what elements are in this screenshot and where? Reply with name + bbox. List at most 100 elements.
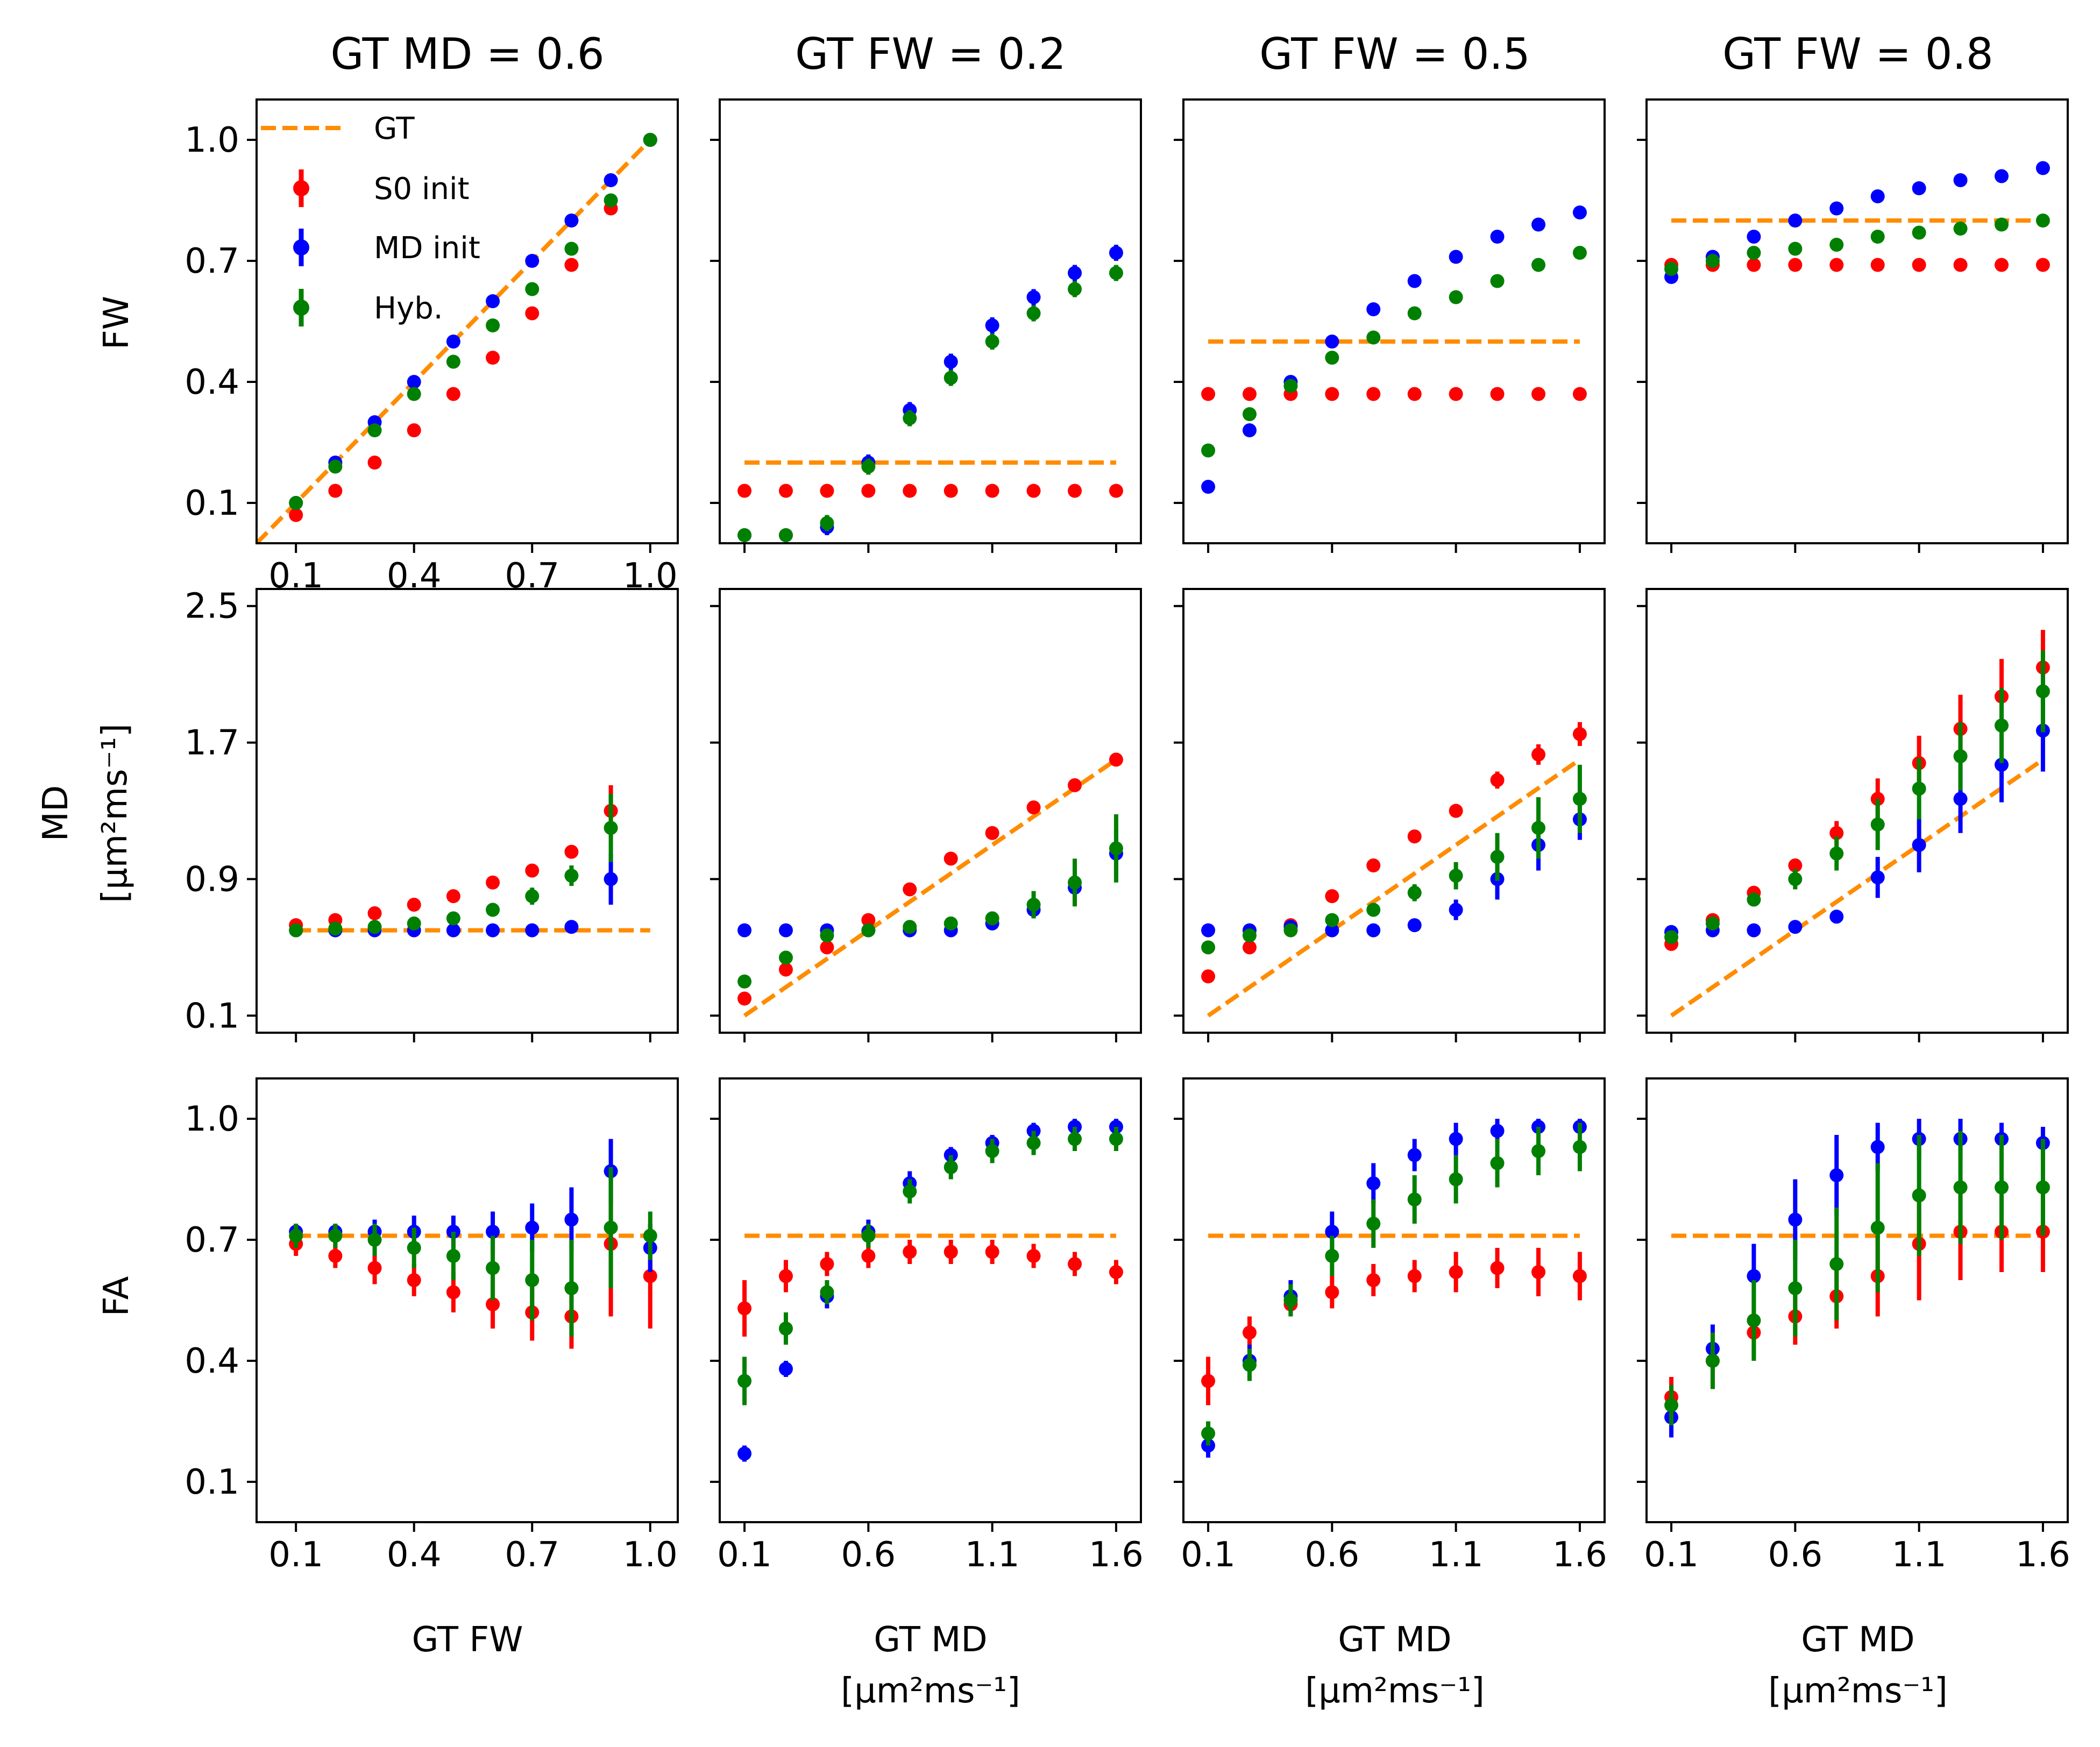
md-init-point-7 [525, 254, 540, 268]
hyb-point-4 [1325, 1249, 1339, 1263]
panel-r1-c3 [1174, 98, 1606, 553]
s0-init-point-6 [1407, 1269, 1422, 1283]
s0-init-point-2 [328, 1249, 343, 1263]
s0-init-point-7 [1449, 1265, 1463, 1279]
md-init-point-6 [1407, 918, 1422, 933]
s0-init-point-4 [1325, 889, 1339, 904]
xlabel-col-3: GT MD [1338, 1620, 1451, 1660]
hyb-point-8 [564, 242, 579, 256]
md-init-point-1 [737, 1446, 752, 1461]
s0-init-point-8 [1490, 773, 1505, 787]
s0-init-point-6 [486, 1297, 500, 1311]
md-init-point-10 [1572, 205, 1587, 219]
md-init-point-8 [564, 214, 579, 228]
md-init-point-9 [604, 173, 618, 187]
hyb-point-1 [737, 1374, 752, 1388]
s0-init-point-6 [486, 875, 500, 890]
x-tick-label-4: 1.6 [1552, 1535, 1607, 1575]
y-tick-label-1: 0.1 [185, 996, 239, 1036]
hyb-point-1 [1664, 930, 1679, 944]
hyb-point-2 [1705, 254, 1720, 268]
s0-init-point-9 [1995, 258, 2009, 272]
md-init-point-10 [1109, 246, 1123, 260]
hyb-point-6 [1870, 230, 1885, 244]
x-tick-label-4: 1.6 [1089, 1535, 1144, 1575]
hyb-point-8 [1026, 1136, 1041, 1150]
panel-r3-c2: 0.1 0.6 1.1 1.6 [710, 1077, 1144, 1575]
s0-init-point-1 [1201, 1374, 1216, 1388]
xlabel-col-2: GT MD [874, 1620, 987, 1660]
hyb-point-5 [1829, 1257, 1844, 1271]
hyb-point-6 [1407, 1192, 1422, 1206]
md-init-point-4 [1788, 920, 1803, 934]
y-tick-label-3: 0.7 [185, 1220, 239, 1260]
md-init-point-6 [486, 1225, 500, 1239]
axes-frame [256, 98, 679, 544]
hyb-point-1 [1201, 1426, 1216, 1440]
x-tick-label-1: 0.1 [1644, 1535, 1699, 1575]
hyb-point-10 [643, 1228, 657, 1243]
s0-init-point-3 [820, 940, 834, 955]
hyb-point-7 [985, 1144, 999, 1158]
md-init-point-8 [1490, 230, 1505, 244]
s0-init-point-3 [820, 484, 834, 498]
row-label-md-unit: [μm²ms⁻¹] [95, 723, 135, 903]
hyb-point-4 [1325, 913, 1339, 927]
hyb-point-4 [407, 387, 421, 401]
hyb-point-10 [1109, 1132, 1123, 1146]
axes-frame [256, 1077, 679, 1523]
hyb-point-5 [1829, 846, 1844, 861]
hyb-point-10 [643, 133, 657, 147]
panel-r3-c4: 0.1 0.6 1.1 1.6 [1637, 1077, 2070, 1575]
hyb-point-3 [1283, 1293, 1298, 1308]
panel-r1-c4 [1637, 98, 2069, 553]
hyb-point-3 [820, 928, 834, 943]
s0-init-point-2 [778, 962, 793, 977]
row-label-fw: FW [97, 296, 137, 350]
s0-init-point-4 [407, 423, 421, 437]
hyb-point-8 [1953, 1180, 1968, 1195]
md-init-point-6 [943, 354, 958, 369]
panel-r3-c1: 0.1 0.4 0.7 1.0 0.1 0.4 0.7 1.0 [185, 1077, 679, 1575]
md-init-point-5 [1366, 302, 1381, 316]
s0-init-point-1 [1201, 387, 1216, 401]
md-init-point-5 [1366, 923, 1381, 938]
md-init-point-8 [564, 920, 579, 934]
hyb-point-7 [985, 335, 999, 349]
x-tick-label-2: 0.6 [1304, 1535, 1359, 1575]
md-init-point-8 [564, 1212, 579, 1227]
axes-frame [719, 98, 1142, 544]
hyb-point-7 [1912, 782, 1926, 796]
md-init-point-5 [1366, 1176, 1381, 1190]
hyb-point-2 [1705, 1354, 1720, 1368]
s0-init-point-8 [1490, 1261, 1505, 1275]
s0-init-point-2 [328, 484, 343, 498]
md-init-point-7 [1449, 1132, 1463, 1146]
md-init-point-10 [2035, 161, 2050, 175]
s0-init-point-1 [737, 484, 752, 498]
hyb-point-7 [1449, 1172, 1463, 1187]
md-init-point-8 [1953, 792, 1968, 806]
hyb-point-2 [778, 1322, 793, 1336]
hyb-point-4 [861, 459, 876, 474]
s0-init-point-3 [820, 1257, 834, 1271]
s0-init-point-6 [1407, 387, 1422, 401]
hyb-point-9 [1531, 821, 1546, 835]
column-title-1: GT MD = 0.6 [330, 29, 604, 79]
s0-init-point-4 [861, 484, 876, 498]
md-init-point-4 [407, 375, 421, 389]
md-init-point-1 [1201, 923, 1216, 938]
hyb-point-10 [2035, 684, 2050, 699]
md-init-point-2 [778, 923, 793, 938]
hyb-point-8 [1026, 898, 1041, 912]
hyb-point-3 [1747, 246, 1761, 260]
s0-init-point-10 [1572, 387, 1587, 401]
hyb-point-9 [604, 193, 618, 208]
hyb-point-8 [564, 869, 579, 883]
s0-init-point-4 [1788, 858, 1803, 873]
hyb-point-9 [1531, 258, 1546, 272]
hyb-point-2 [1242, 928, 1257, 943]
panel-r2-c4 [1637, 588, 2069, 1042]
hyb-point-4 [861, 1228, 876, 1243]
hyb-point-2 [328, 921, 343, 936]
